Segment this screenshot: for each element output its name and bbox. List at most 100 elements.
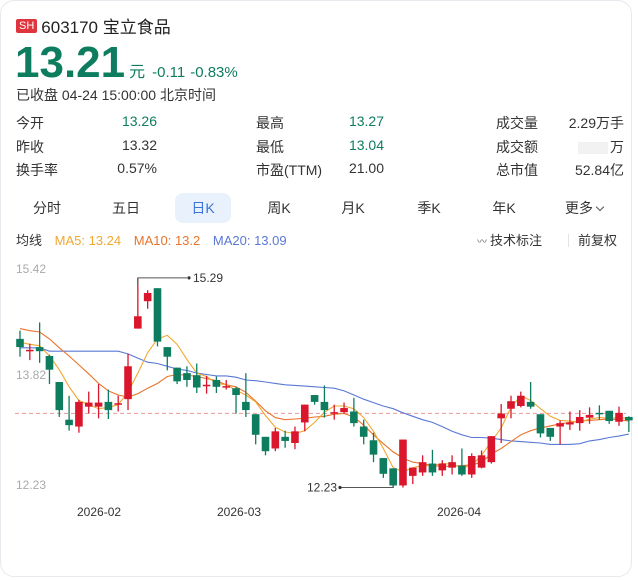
tab-weekly-k[interactable]: 周K	[267, 200, 291, 216]
candle-body	[16, 338, 24, 348]
candle-body	[300, 404, 309, 423]
price-row: 13.21 元 -0.11 -0.83%	[15, 39, 238, 87]
candle-body	[379, 458, 388, 474]
candle-body	[310, 395, 319, 402]
candle-body	[114, 403, 122, 405]
tab-monthly-k[interactable]: 月K	[341, 200, 365, 216]
x-axis-label: 2026-04	[437, 505, 481, 519]
candle-body	[517, 395, 525, 406]
candle-body	[467, 456, 476, 475]
candle-body	[124, 366, 132, 400]
price-change-pct: -0.83%	[190, 64, 238, 81]
wave-icon: 〰	[476, 237, 487, 248]
candle-body	[320, 401, 329, 411]
chart-tools: 〰技术标注 前复权	[477, 230, 626, 249]
stat-value-pe: 21.00	[348, 160, 384, 176]
candle-body	[585, 414, 594, 418]
candle-body	[183, 373, 191, 380]
candle-body	[45, 355, 54, 370]
candle-body	[192, 375, 201, 388]
candle-body	[409, 467, 417, 476]
stat-value-low: 13.04	[348, 137, 384, 153]
candle-body	[526, 401, 535, 407]
candle-body	[281, 436, 289, 441]
candle-body	[418, 462, 427, 473]
tab-more[interactable]: 更多	[556, 193, 612, 223]
candle-body	[202, 384, 211, 387]
candle-body	[428, 463, 437, 473]
candle-body	[251, 414, 260, 435]
candle-body	[487, 436, 496, 463]
ma10-value: MA10: 13.2	[133, 233, 201, 248]
candle-body	[497, 413, 505, 419]
max-marker-label: 15.29	[193, 271, 223, 285]
candle-body	[153, 288, 162, 342]
stat-label-pe: 市盈(TTM)	[256, 162, 323, 178]
adjust-button[interactable]: 前复权	[577, 233, 617, 248]
market-badge: SH	[16, 18, 38, 33]
candle-body	[546, 427, 555, 437]
candle-body	[26, 349, 34, 352]
candle-body	[399, 439, 407, 486]
candle-body	[271, 431, 280, 449]
candle-body	[369, 440, 378, 455]
ma-legend: 均线 MA5: 13.24 MA10: 13.2 MA20: 13.09 〰技术…	[16, 230, 626, 249]
stock-title[interactable]: 603170 宝立食品	[41, 18, 171, 37]
x-axis-label: 2026-02	[77, 505, 121, 519]
candle-body	[232, 388, 240, 396]
stat-value-turnover-amount: 万	[576, 137, 624, 157]
candle-body	[477, 455, 486, 468]
candle-body	[340, 408, 348, 413]
candle-body	[438, 463, 447, 471]
price-change: -0.11	[152, 64, 186, 81]
tab-five-day[interactable]: 五日	[112, 200, 140, 216]
tab-daily-k[interactable]: 日K	[175, 193, 231, 223]
candle-body	[173, 367, 181, 382]
candle-body	[35, 347, 44, 352]
max-marker-line	[137, 277, 187, 286]
max-marker-dot	[187, 276, 191, 280]
candle-body	[556, 423, 564, 427]
annotation-toggle[interactable]: 〰技术标注	[477, 233, 551, 248]
tab-yearly-k[interactable]: 年K	[492, 200, 516, 216]
candle-body	[242, 401, 250, 411]
market-status: 已收盘 04-24 15:00:00 北京时间	[16, 87, 216, 103]
candle-body	[104, 401, 113, 411]
stat-value-high: 13.27	[348, 113, 384, 129]
candle-body	[575, 416, 584, 424]
stat-label-high: 最高	[256, 115, 284, 131]
y-axis-label: 12.23	[16, 478, 46, 492]
candle-body	[389, 468, 397, 486]
annotation-label: 技术标注	[489, 233, 542, 248]
candle-body	[261, 436, 270, 452]
candle-body	[291, 431, 299, 443]
candle-body	[94, 402, 103, 407]
tab-quarterly-k[interactable]: 季K	[417, 200, 441, 216]
tab-intraday[interactable]: 分时	[33, 200, 61, 216]
candle-body	[595, 412, 604, 415]
candle-body	[458, 465, 466, 475]
candle-body	[143, 292, 152, 302]
stat-label-volume: 成交量	[496, 115, 538, 131]
stat-value-volume: 2.29万手	[568, 115, 624, 131]
stat-label-turnover-rate: 换手率	[16, 162, 58, 178]
kline-chart[interactable]: 15.42 13.82 12.23 2026-02 2026-03 2026-04 15.2…	[1, 1, 633, 531]
candle-body	[212, 379, 221, 387]
blurred-value	[578, 142, 608, 155]
candle-body	[134, 316, 142, 329]
candle-body	[536, 414, 545, 434]
stat-value-prev-close: 13.32	[121, 137, 157, 153]
candle-body	[359, 426, 368, 437]
candle-body	[448, 462, 456, 468]
candle-body	[605, 410, 613, 422]
stat-label-prev-close: 昨收	[16, 139, 44, 155]
candle-body	[566, 422, 574, 425]
candle-body	[65, 419, 73, 426]
stat-label-open: 今开	[16, 115, 44, 131]
min-marker-label: 12.23	[307, 481, 337, 495]
candle-body	[330, 412, 339, 414]
candle-body	[163, 347, 172, 357]
divider	[567, 234, 569, 247]
stat-label-low: 最低	[256, 139, 284, 155]
